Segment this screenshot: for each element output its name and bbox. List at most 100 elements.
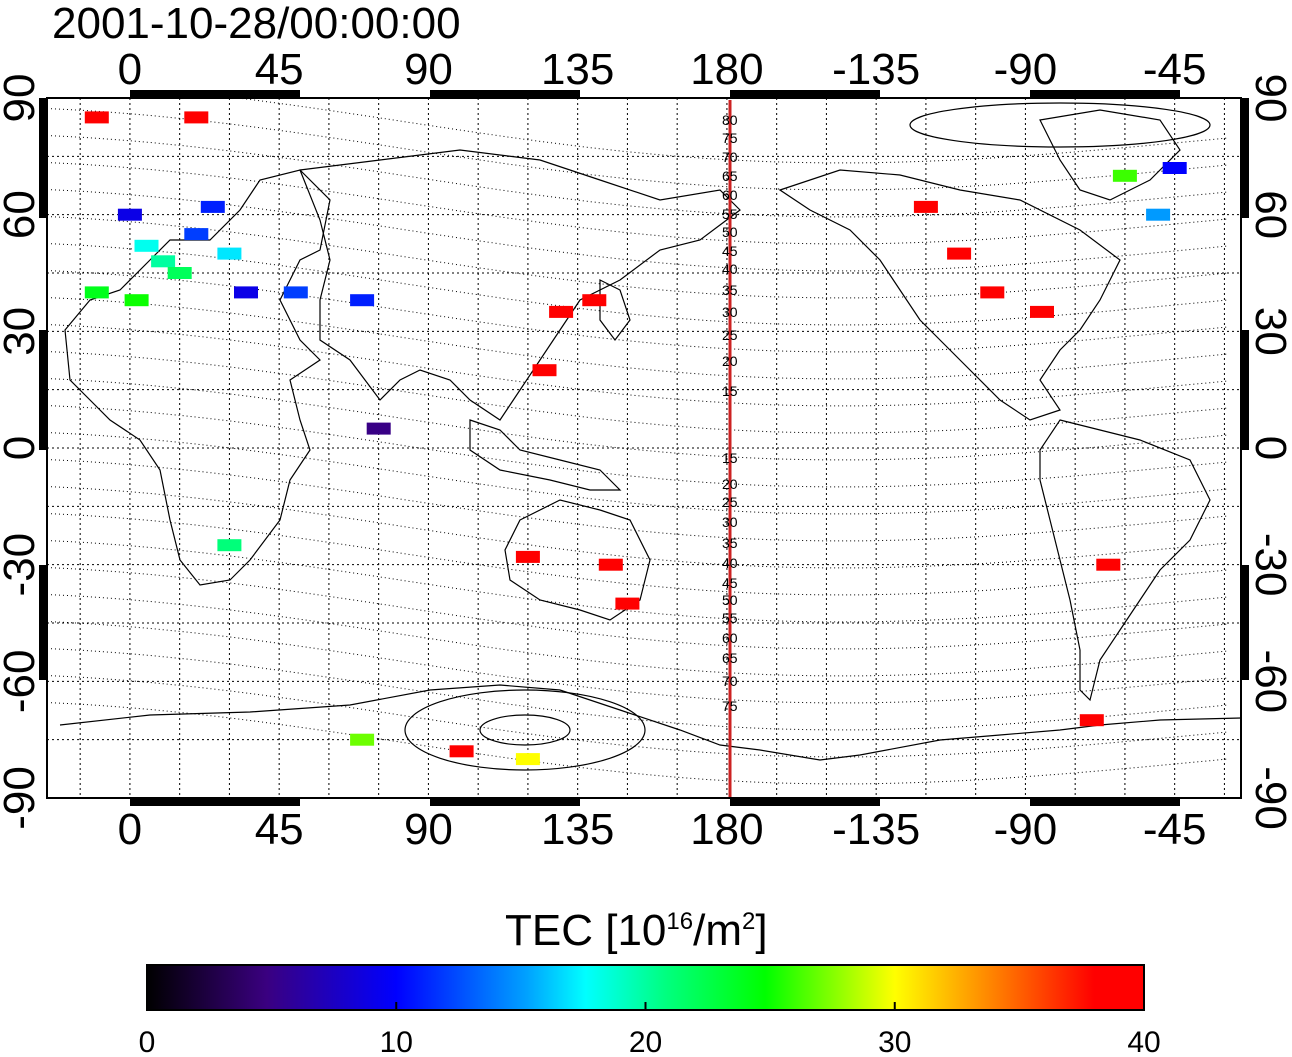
longitude-tick-label: -135 <box>832 805 920 854</box>
coastlines <box>59 102 1241 771</box>
magnetic-contour-line <box>47 567 1228 650</box>
tec-point <box>283 286 308 299</box>
contour-label: 35 <box>722 282 738 298</box>
contour-label: 80 <box>722 112 738 128</box>
coastline-south-america <box>1039 419 1211 702</box>
latitude-tick-label: 30 <box>1246 307 1292 356</box>
tec-point <box>582 294 607 307</box>
tec-point <box>1112 169 1137 182</box>
contour-label: 70 <box>722 673 738 689</box>
tec-point <box>980 286 1005 299</box>
colorbar-tick-label: 20 <box>629 1026 662 1057</box>
contour-label: 15 <box>722 450 738 466</box>
contour-label: 40 <box>722 261 738 277</box>
magnetic-contour-line <box>47 189 1228 272</box>
tec-point <box>515 550 540 563</box>
tec-point <box>84 111 109 124</box>
contour-label: 55 <box>722 206 738 222</box>
colorbar-tick-labels: 0 10 20 30 40 <box>139 1002 1161 1057</box>
tec-point <box>124 294 149 307</box>
contour-label: 50 <box>722 224 738 240</box>
magnetic-contour-line <box>234 98 1228 164</box>
tec-point <box>151 255 176 268</box>
colorbar-tick-label: 0 <box>139 1026 156 1057</box>
tec-point <box>449 745 474 758</box>
magnetic-contour-line <box>47 702 1228 785</box>
latitude-tick-label: 60 <box>1246 190 1292 239</box>
bottom-longitude-labels: 0 45 90 135 180 -135 -90 -45 <box>118 805 1207 854</box>
contour-label: 30 <box>722 304 738 320</box>
longitude-tick-label: 180 <box>690 805 763 854</box>
tec-point <box>234 286 258 299</box>
contour-label: 75 <box>722 130 738 146</box>
coastline-europe-africa <box>64 169 331 586</box>
colorbar-tick-label: 30 <box>878 1026 911 1057</box>
tec-point <box>947 247 972 260</box>
tec-point <box>217 247 242 260</box>
tec-point <box>515 753 540 766</box>
latitude-tick-label: 90 <box>1246 74 1292 123</box>
contour-label: 25 <box>722 494 738 510</box>
tec-point <box>532 364 557 377</box>
magnetic-contour-line <box>47 108 1228 191</box>
latitude-tick-label: -60 <box>0 650 44 714</box>
contour-label: 20 <box>722 353 738 369</box>
contour-label: 45 <box>722 243 738 259</box>
colorbar-tick-label: 10 <box>380 1026 413 1057</box>
tec-point <box>1162 162 1187 174</box>
contour-ellipse-north <box>909 102 1211 148</box>
map-plot-area: 8075706560555045403530252015152025303540… <box>46 97 1242 799</box>
left-latitude-labels: 90 60 30 0 -30 -60 -90 <box>0 74 44 830</box>
contour-ellipse-south-inner <box>479 714 571 746</box>
magnetic-contour-line <box>47 540 1228 623</box>
magnetic-contour-line <box>47 594 1228 677</box>
contour-label: 55 <box>722 610 738 626</box>
magnetic-contour-line <box>47 405 1228 488</box>
top-longitude-labels: 0 45 90 135 180 -135 -90 -45 <box>118 45 1207 94</box>
tec-observation-points <box>84 111 1187 766</box>
latitude-tick-label: -90 <box>1246 766 1292 830</box>
magnetic-latitude-contours <box>47 98 1228 785</box>
magnetic-contour-line <box>47 324 1228 407</box>
tec-point <box>184 111 209 124</box>
longitude-tick-label: 45 <box>255 805 304 854</box>
longitude-tick-label: -45 <box>1143 805 1207 854</box>
contour-label-group: 8075706560555045403530252015152025303540… <box>722 112 738 714</box>
magnetic-contour-line <box>47 621 1228 704</box>
coastline-japan <box>599 279 631 341</box>
longitude-tick-label: 135 <box>541 805 614 854</box>
tec-point <box>1096 558 1121 571</box>
contour-label: 60 <box>722 630 738 646</box>
tec-point <box>1146 208 1171 221</box>
tec-point <box>1079 714 1104 727</box>
tec-point <box>184 228 209 241</box>
latitude-tick-label: -60 <box>1246 650 1292 714</box>
contour-label: 70 <box>722 149 738 165</box>
latitude-tick-label: -90 <box>0 766 44 830</box>
longitude-tick-label: 90 <box>404 805 453 854</box>
right-latitude-labels: 90 60 30 0 -30 -60 -90 <box>1246 74 1292 830</box>
coastline-australia <box>504 499 651 621</box>
latitude-tick-label: 0 <box>0 436 44 460</box>
magnetic-contour-line <box>47 270 1228 353</box>
longitude-tick-label: -135 <box>832 45 920 94</box>
longitude-tick-label: 45 <box>255 45 304 94</box>
latitude-tick-label: 60 <box>0 190 44 239</box>
magnetic-contour-line <box>47 513 1228 596</box>
coastline-southeast-asia <box>469 419 622 491</box>
magnetic-contour-line <box>47 216 1228 299</box>
tec-point <box>366 422 391 435</box>
axis-frame-bars <box>39 90 1249 806</box>
tec-point <box>598 558 623 571</box>
tec-point <box>913 200 938 213</box>
tec-point <box>1030 305 1054 318</box>
contour-label: 40 <box>722 555 738 571</box>
coastline-asia <box>299 149 741 421</box>
contour-label: 60 <box>722 187 738 203</box>
magnetic-contour-line <box>47 297 1228 380</box>
longitude-tick-label: -45 <box>1143 45 1207 94</box>
tec-point <box>134 239 159 252</box>
contour-label: 30 <box>722 514 738 530</box>
tec-point <box>549 305 574 318</box>
